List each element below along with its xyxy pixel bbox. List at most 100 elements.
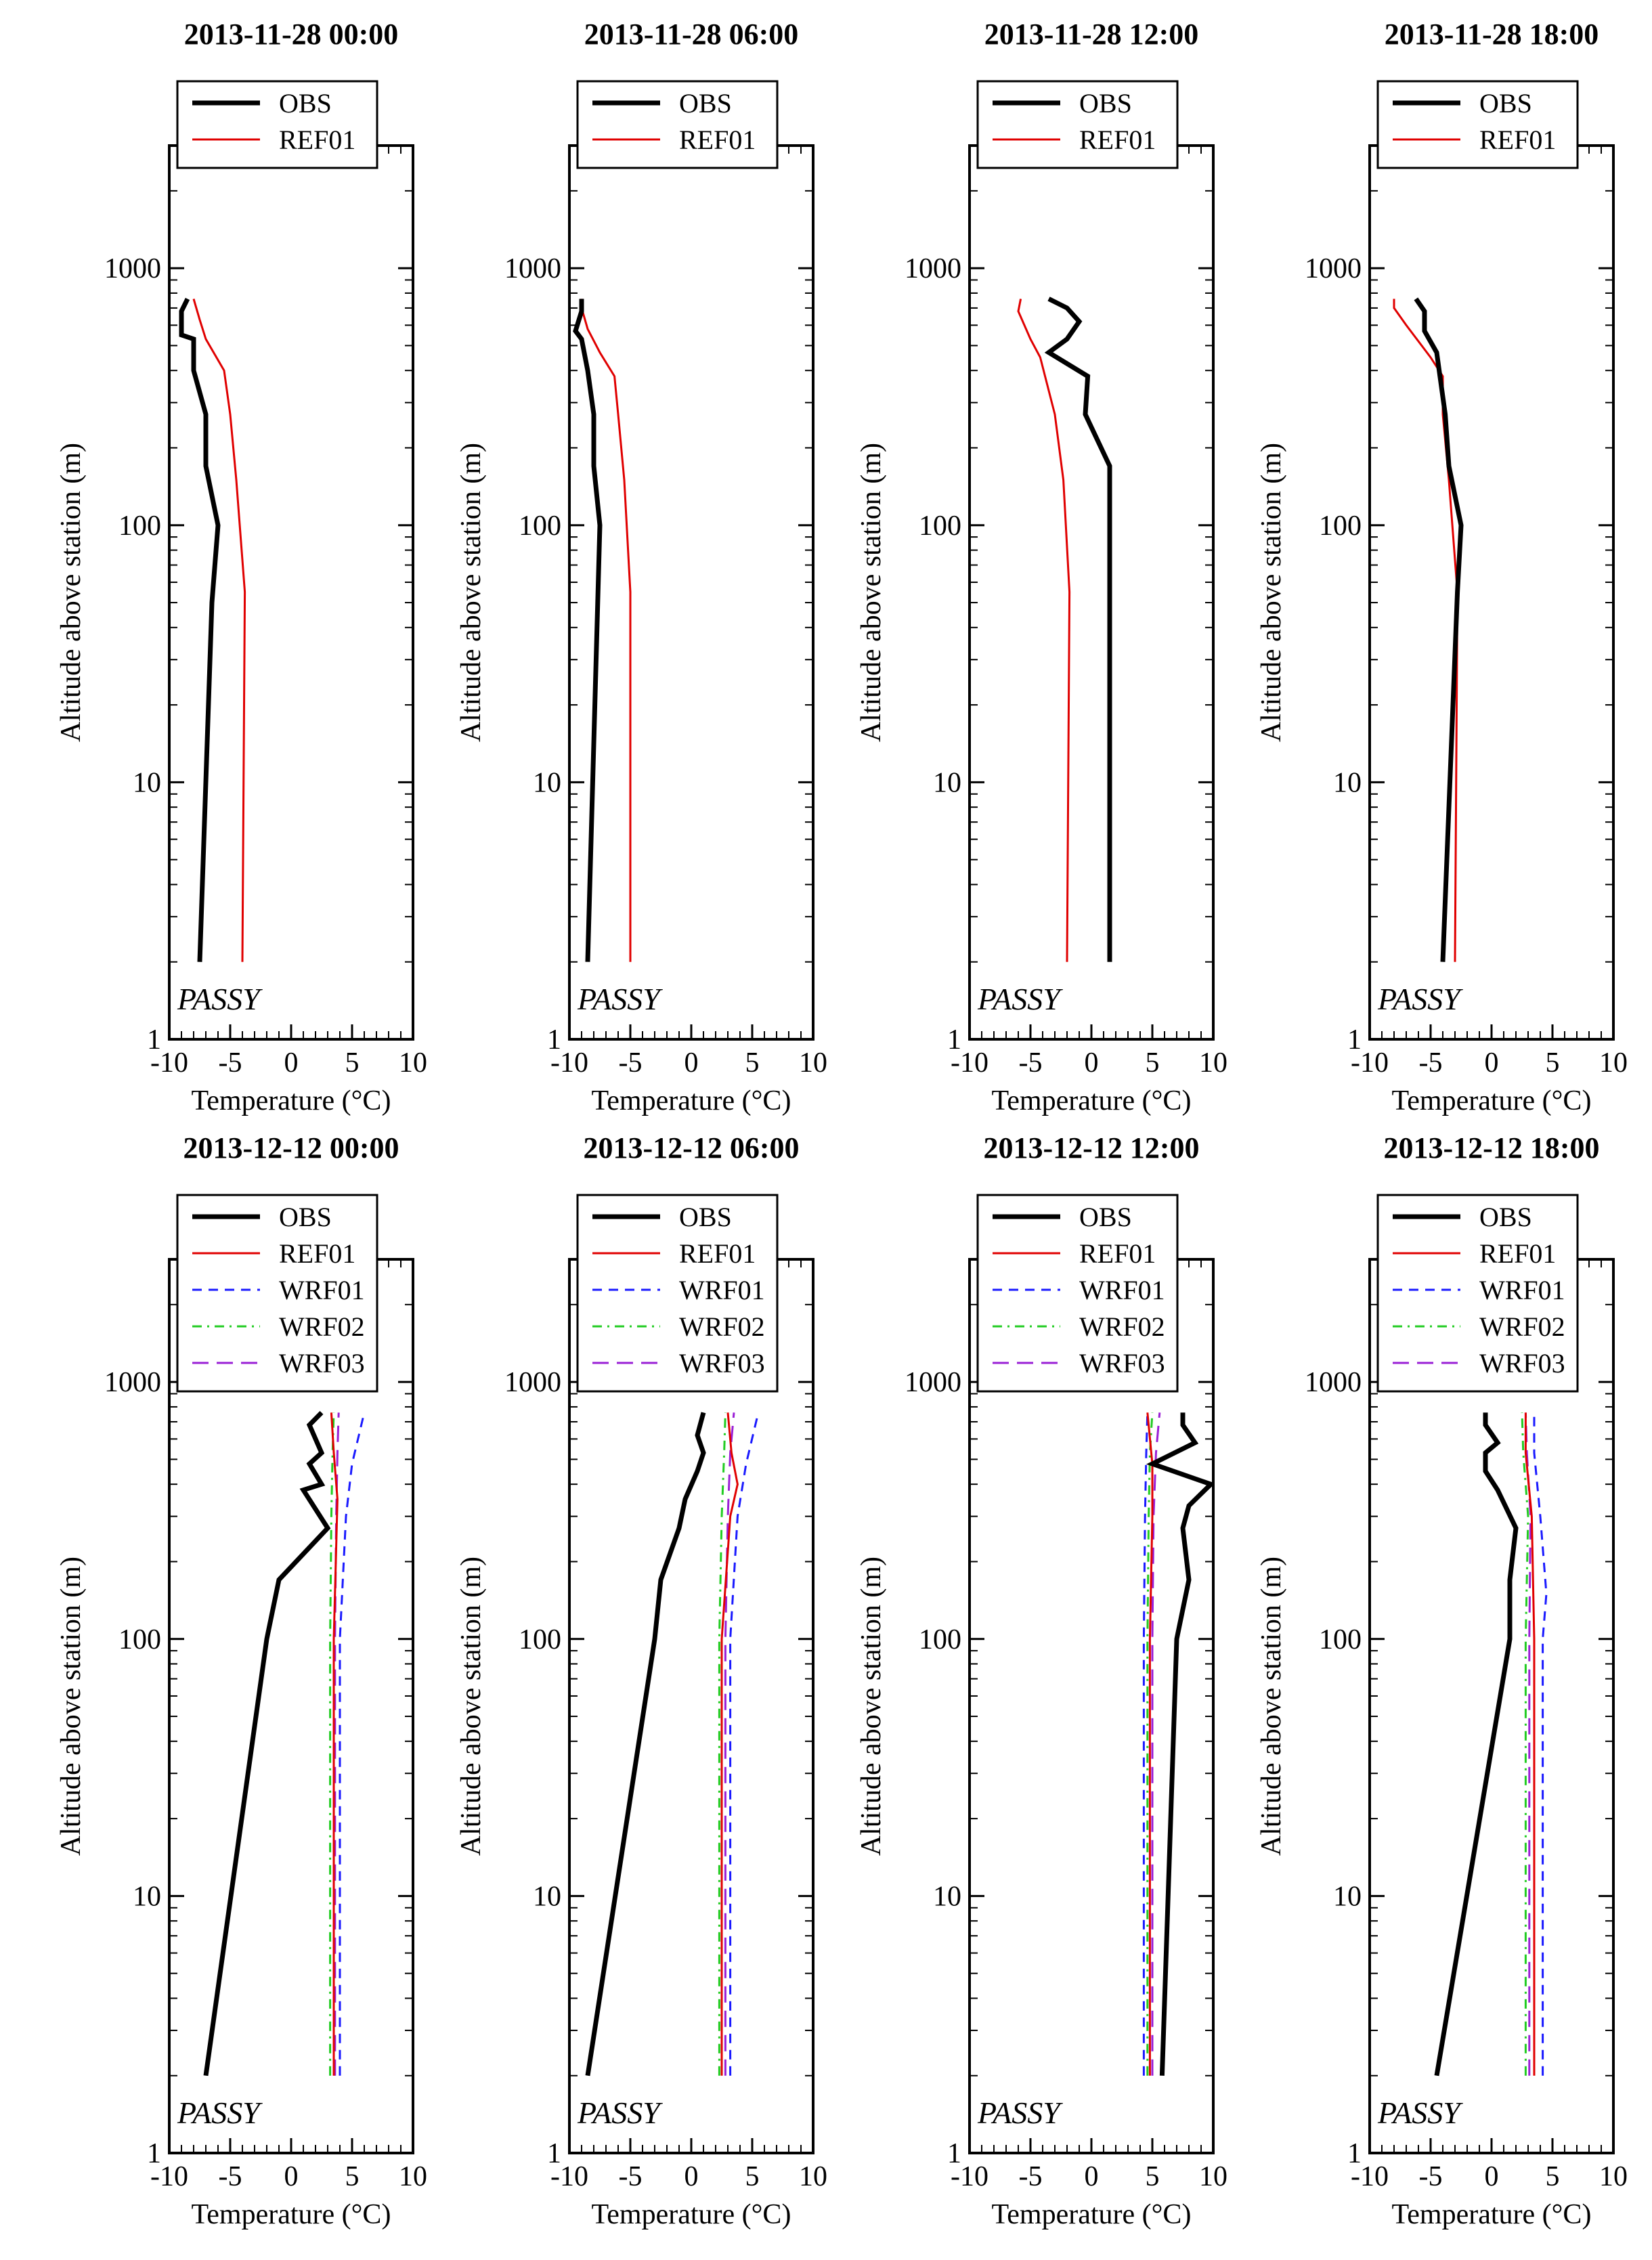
plot-frame <box>568 144 814 1041</box>
legend-label: WRF02 <box>279 1311 365 1342</box>
y-tick-label: 100 <box>1319 1624 1362 1655</box>
x-tick-label: 10 <box>399 2161 427 2192</box>
legend: OBS REF01 WRF01 WRF02 WRF03 <box>576 1194 779 1393</box>
series-line-obs <box>1434 1412 1519 2077</box>
series-group <box>573 299 632 962</box>
y-tick-label: 1 <box>947 2138 961 2169</box>
x-tick-label: 5 <box>1546 2161 1560 2192</box>
panel-title: 2013-11-28 00:00 <box>184 18 399 51</box>
legend-label: OBS <box>1079 88 1132 118</box>
y-tick-label: 1000 <box>1305 1367 1362 1398</box>
station-label: PASSY <box>577 982 663 1016</box>
x-tick-label: 0 <box>1485 2161 1499 2192</box>
legend-label: REF01 <box>1079 1238 1156 1269</box>
y-tick-label: 100 <box>118 1624 161 1655</box>
x-tick-label: 5 <box>745 1047 760 1079</box>
plot-frame <box>968 144 1215 1041</box>
y-tick-label: 1 <box>547 2138 561 2169</box>
legend-label: WRF03 <box>1079 1348 1165 1378</box>
y-axis-label: Altitude above station (m) <box>1256 443 1287 742</box>
x-tick-label: 5 <box>345 2161 360 2192</box>
series-group <box>179 297 246 962</box>
series-line-ref01 <box>580 299 632 962</box>
panel-title: 2013-12-12 06:00 <box>584 1131 800 1165</box>
x-tick-label: -10 <box>1351 2161 1389 2192</box>
series-group <box>1017 297 1112 962</box>
legend-label: WRF01 <box>279 1275 365 1305</box>
series-line-obs <box>179 297 221 962</box>
legend-label: WRF03 <box>279 1348 365 1378</box>
y-axis-label: Altitude above station (m) <box>1256 1557 1287 1856</box>
y-tick-label: 1000 <box>905 1367 961 1398</box>
legend-label: REF01 <box>279 125 355 155</box>
legend-box <box>176 80 378 169</box>
y-tick-label: 1 <box>947 1024 961 1056</box>
station-label: PASSY <box>1377 2095 1463 2130</box>
series-group <box>585 1412 760 2077</box>
series-line-ref01 <box>1524 1412 1536 2076</box>
legend-box <box>976 80 1179 169</box>
y-tick-label: 10 <box>133 767 161 798</box>
station-label: PASSY <box>177 2095 263 2130</box>
y-tick-label: 10 <box>1333 1881 1362 1912</box>
series-line-obs <box>573 299 603 962</box>
y-tick-label: 1000 <box>104 1367 161 1398</box>
series-line-obs <box>585 1412 706 2077</box>
series-line-ref01 <box>1146 1412 1154 2076</box>
station-label: PASSY <box>977 2095 1063 2130</box>
x-tick-label: 0 <box>284 1047 299 1079</box>
x-tick-label: 5 <box>1146 1047 1160 1079</box>
y-tick-label: 100 <box>118 510 161 542</box>
x-tick-label: 5 <box>1146 2161 1160 2192</box>
legend: OBS REF01 <box>1376 80 1579 169</box>
station-label: PASSY <box>1377 982 1463 1016</box>
y-tick-label: 1 <box>147 1024 161 1056</box>
series-line-wrf01 <box>729 1412 760 2076</box>
y-tick-label: 1000 <box>504 1367 561 1398</box>
panel-6: 2013-12-12 06:00 1 10 100 1000 -10 -5 0 5 10 Tempe… <box>456 1131 827 2230</box>
y-axis-label: Altitude above station (m) <box>56 1557 87 1856</box>
x-tick-label: -5 <box>219 1047 242 1079</box>
legend-box <box>1376 80 1579 169</box>
legend-label: REF01 <box>679 1238 756 1269</box>
series-line-wrf03 <box>724 1412 735 2076</box>
panel-title: 2013-11-28 18:00 <box>1385 18 1599 51</box>
legend: OBS REF01 <box>976 80 1179 169</box>
series-line-ref01 <box>1017 299 1071 962</box>
x-axis-label: Temperature (°C) <box>192 2199 391 2230</box>
x-tick-label: -5 <box>1019 1047 1043 1079</box>
panel-title: 2013-11-28 12:00 <box>984 18 1199 51</box>
x-tick-label: -10 <box>951 1047 988 1079</box>
legend: OBS REF01 <box>176 80 378 169</box>
series-line-ref01 <box>330 1412 339 2076</box>
x-tick-label: 10 <box>799 1047 827 1079</box>
y-tick-label: 10 <box>1333 767 1362 798</box>
legend-label: WRF01 <box>679 1275 765 1305</box>
legend-label: OBS <box>679 88 732 118</box>
series-group <box>1434 1412 1548 2077</box>
panel-title: 2013-12-12 00:00 <box>183 1131 399 1165</box>
plot-frame <box>168 1258 414 2154</box>
x-tick-label: -10 <box>150 2161 188 2192</box>
legend: OBS REF01 <box>576 80 779 169</box>
x-axis-label: Temperature (°C) <box>592 1085 791 1116</box>
y-tick-label: 100 <box>919 510 961 542</box>
x-tick-label: 10 <box>1599 1047 1628 1079</box>
y-tick-label: 100 <box>1319 510 1362 542</box>
x-tick-label: 5 <box>745 2161 760 2192</box>
y-tick-label: 1 <box>547 1024 561 1056</box>
legend-box <box>576 80 779 169</box>
legend-label: WRF01 <box>1079 1275 1165 1305</box>
y-tick-label: 1 <box>1347 2138 1362 2169</box>
series-line-ref01 <box>192 298 246 962</box>
x-axis-label: Temperature (°C) <box>1392 2199 1592 2230</box>
series-line-obs <box>1044 297 1112 962</box>
x-axis-label: Temperature (°C) <box>1392 1085 1592 1116</box>
panel-title: 2013-11-28 06:00 <box>584 18 799 51</box>
legend-label: OBS <box>679 1202 732 1232</box>
legend: OBS REF01 WRF01 WRF02 WRF03 <box>1376 1194 1579 1393</box>
